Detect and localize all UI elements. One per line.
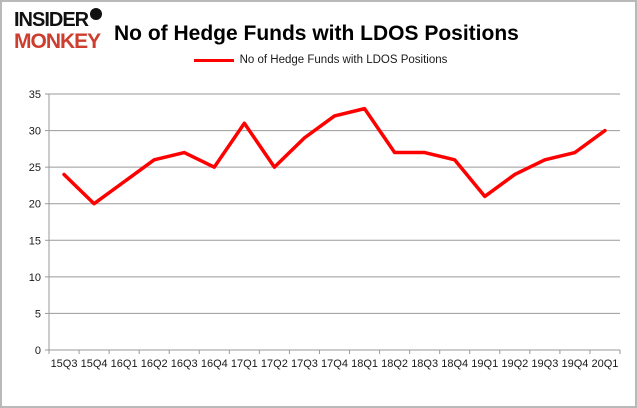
x-axis-tick-label: 18Q1 bbox=[351, 358, 378, 370]
legend-label: No of Hedge Funds with LDOS Positions bbox=[239, 54, 448, 66]
trend-line bbox=[62, 106, 607, 206]
legend-line-swatch bbox=[193, 58, 234, 62]
x-axis-tick-label: 20Q1 bbox=[592, 358, 619, 370]
logo-text-monkey: MONKEY bbox=[14, 30, 101, 53]
x-axis-tick-label: 19Q3 bbox=[531, 358, 558, 370]
y-axis-tick-label: 30 bbox=[29, 126, 41, 138]
x-axis-tick-label: 15Q3 bbox=[51, 358, 78, 370]
x-axis-tick-label: 17Q1 bbox=[231, 358, 258, 370]
y-axis-tick-label: 35 bbox=[29, 89, 41, 101]
y-axis-tick-label: 10 bbox=[29, 272, 41, 284]
x-axis-tick-label: 19Q2 bbox=[501, 358, 528, 370]
logo-text-insider: INSIDER bbox=[14, 8, 103, 30]
chart-title: No of Hedge Funds with LDOS Positions bbox=[114, 22, 519, 45]
y-axis-tick-label: 15 bbox=[29, 235, 41, 247]
x-axis-tick-label: 16Q2 bbox=[141, 358, 168, 370]
x-axis-tick-label: 16Q4 bbox=[201, 358, 228, 370]
x-axis-tick-label: 17Q2 bbox=[261, 358, 288, 370]
y-axis-tick-label: 0 bbox=[35, 345, 41, 357]
y-axis-tick-label: 25 bbox=[29, 162, 41, 174]
x-axis-tick-label: 18Q2 bbox=[381, 358, 408, 370]
insider-monkey-logo: INSIDER MONKEY bbox=[14, 8, 124, 53]
legend: No of Hedge Funds with LDOS Positions bbox=[2, 54, 635, 66]
x-axis-tick-label: 16Q1 bbox=[111, 358, 138, 370]
x-axis-tick-label: 15Q4 bbox=[81, 358, 108, 370]
x-axis-tick-label: 16Q3 bbox=[171, 358, 198, 370]
x-axis-tick-label: 18Q4 bbox=[441, 358, 468, 370]
x-axis-tick-label: 18Q3 bbox=[411, 358, 438, 370]
y-axis-tick-label: 5 bbox=[35, 308, 41, 320]
x-axis-tick-label: 17Q3 bbox=[291, 358, 318, 370]
y-axis-tick-label: 20 bbox=[29, 199, 41, 211]
monkey-icon bbox=[90, 8, 103, 20]
x-axis-tick-label: 19Q1 bbox=[471, 358, 498, 370]
x-axis-tick-label: 19Q4 bbox=[561, 358, 588, 370]
x-axis-tick-label: 17Q4 bbox=[321, 358, 348, 370]
